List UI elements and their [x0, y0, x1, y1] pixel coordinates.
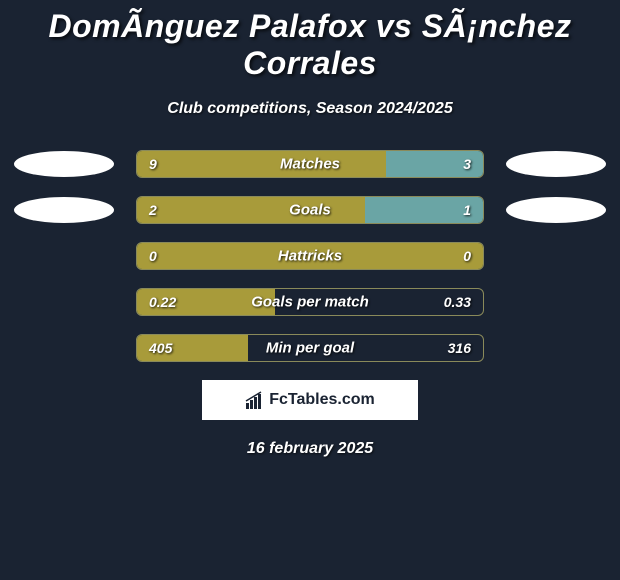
- stat-row: Min per goal 405 316: [0, 334, 620, 362]
- stat-bar: Matches 9 3: [136, 150, 484, 178]
- player-left-marker: [14, 151, 114, 177]
- stat-value-left: 2: [149, 202, 157, 218]
- stat-row: Goals 2 1: [0, 196, 620, 224]
- stats-area: Matches 9 3 Goals 2 1 Hattricks 0 0 Goals per mat…: [0, 150, 620, 362]
- stat-value-right: 0.33: [444, 294, 471, 310]
- stat-row: Goals per match 0.22 0.33: [0, 288, 620, 316]
- stat-value-right: 3: [463, 156, 471, 172]
- comparison-title: DomÃ­nguez Palafox vs SÃ¡nchez Corrales: [0, 8, 620, 82]
- stat-label: Min per goal: [266, 340, 354, 357]
- stat-label: Hattricks: [278, 248, 342, 265]
- player-left-marker: [14, 197, 114, 223]
- stat-value-left: 0.22: [149, 294, 176, 310]
- stat-label: Goals per match: [251, 294, 369, 311]
- player-right-marker: [506, 151, 606, 177]
- chart-icon: [245, 391, 265, 409]
- stat-label: Goals: [289, 202, 331, 219]
- stat-value-right: 1: [463, 202, 471, 218]
- stat-value-left: 405: [149, 340, 172, 356]
- stat-row: Matches 9 3: [0, 150, 620, 178]
- brand-box: FcTables.com: [202, 380, 418, 420]
- date-text: 16 february 2025: [0, 440, 620, 458]
- stat-value-left: 0: [149, 248, 157, 264]
- player-right-marker: [506, 197, 606, 223]
- stat-value-left: 9: [149, 156, 157, 172]
- stat-row: Hattricks 0 0: [0, 242, 620, 270]
- comparison-subtitle: Club competitions, Season 2024/2025: [0, 100, 620, 118]
- stat-bar: Goals per match 0.22 0.33: [136, 288, 484, 316]
- stat-value-right: 316: [448, 340, 471, 356]
- stat-label: Matches: [280, 156, 340, 173]
- stat-bar: Hattricks 0 0: [136, 242, 484, 270]
- stat-value-right: 0: [463, 248, 471, 264]
- stat-bar: Min per goal 405 316: [136, 334, 484, 362]
- bar-left-segment: [137, 151, 386, 177]
- stat-bar: Goals 2 1: [136, 196, 484, 224]
- brand-text: FcTables.com: [269, 391, 375, 409]
